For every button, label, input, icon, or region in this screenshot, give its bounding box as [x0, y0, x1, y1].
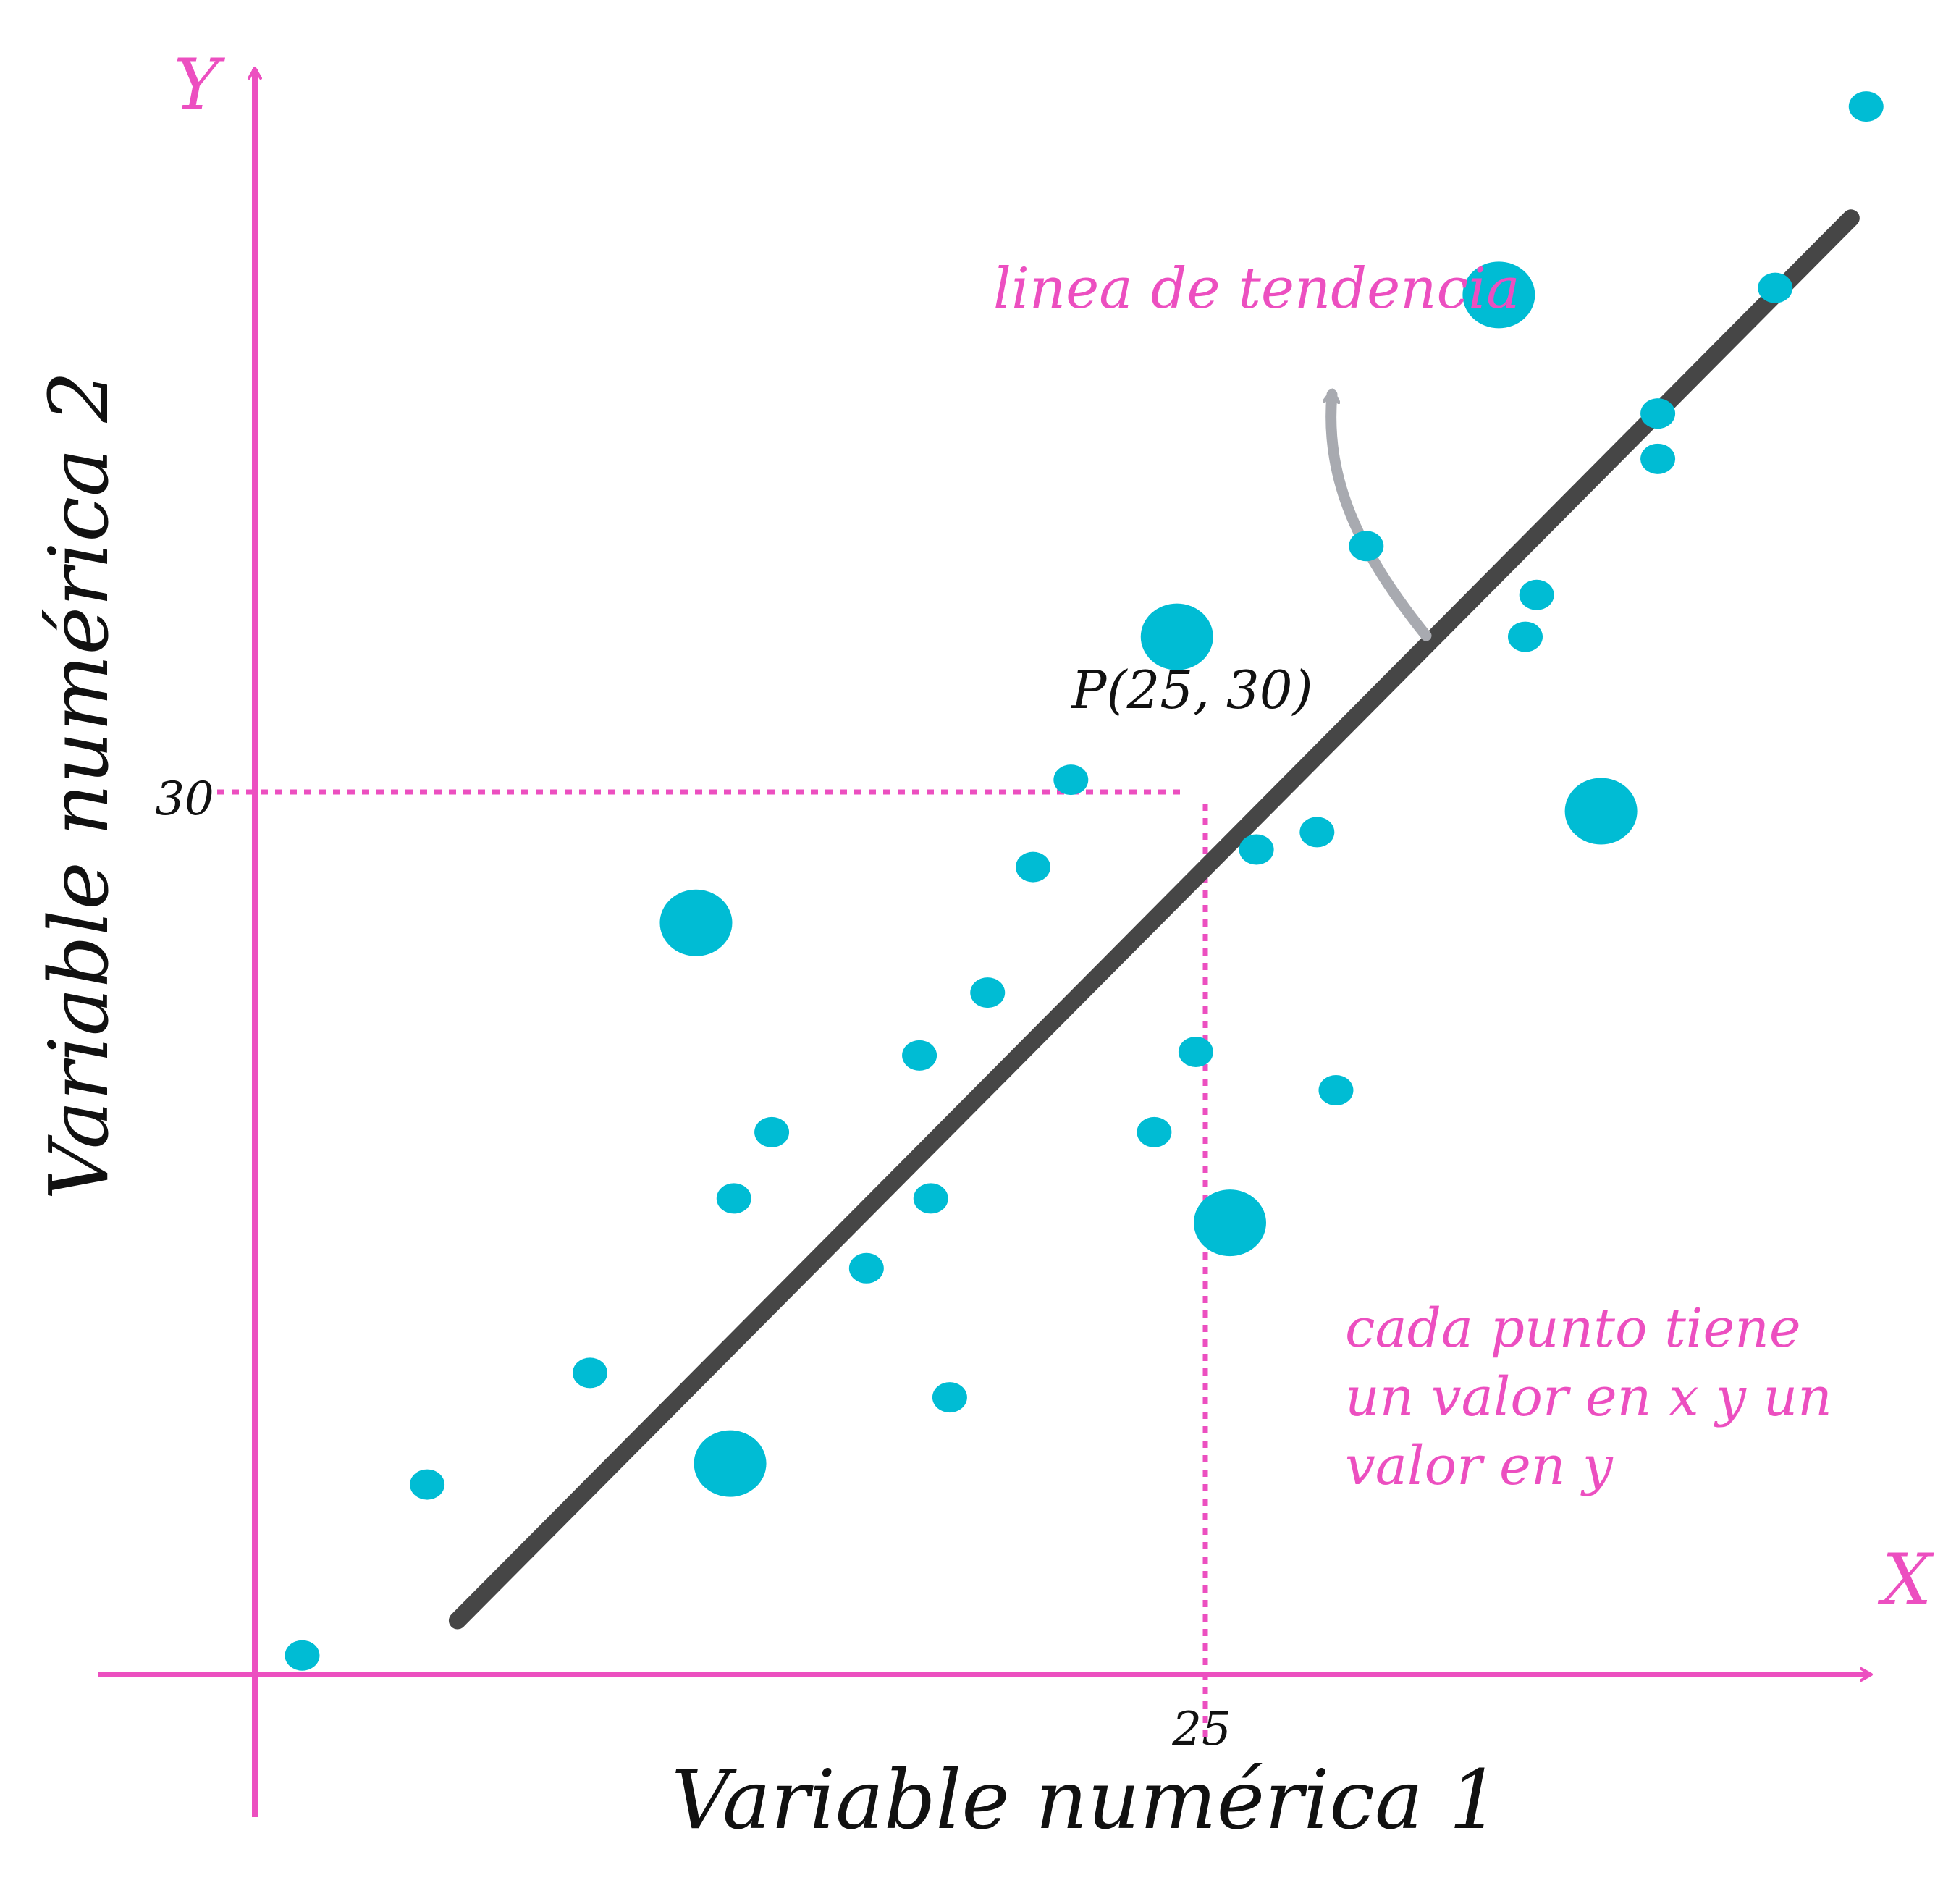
scatter-point: [1508, 621, 1543, 652]
scatter-point: [1140, 603, 1213, 670]
note-line-2: un valor en x y un: [1345, 1366, 1832, 1428]
x-axis-title: Variable numérica 1: [671, 1753, 1500, 1848]
scatter-point: [1349, 531, 1384, 562]
trend-label: linea de tendencia: [993, 256, 1520, 321]
trend-line: [448, 209, 1860, 1630]
scatter-point: [1848, 91, 1884, 122]
y-axis-title: Variable numérica 2: [33, 371, 127, 1200]
scatter-point: [1519, 579, 1554, 610]
scatter-point: [913, 1183, 948, 1214]
scatter-point: [1016, 851, 1050, 883]
scatter-point: [932, 1382, 967, 1413]
scatter-point: [1640, 398, 1676, 429]
scatter-point: [694, 1430, 767, 1497]
scatter-point: [1564, 778, 1638, 845]
scatter-point: [902, 1040, 937, 1071]
scatter-point: [410, 1469, 445, 1500]
points-layer: [285, 91, 1884, 1671]
trend-arrow: [1331, 395, 1432, 641]
scatter-point: [1053, 764, 1089, 796]
scatter-point: [848, 1252, 884, 1284]
scatter-point: [1318, 1075, 1354, 1106]
note-line-1: cada punto tiene: [1345, 1297, 1801, 1360]
scatter-point: [1178, 1037, 1213, 1068]
scatter-point: [1640, 443, 1676, 474]
scatter-point: [659, 889, 733, 956]
note-line-3: valor en y: [1345, 1435, 1614, 1497]
x-axis-letter: X: [1877, 1539, 1934, 1620]
scatter-point: [1462, 261, 1535, 329]
scatter-point: [1299, 817, 1335, 848]
scatter-point: [285, 1640, 320, 1671]
scatter-point: [754, 1116, 790, 1147]
y-tick-label: 30: [155, 772, 214, 826]
scatter-point: [1758, 272, 1793, 303]
scatter-point: [573, 1357, 607, 1389]
point-label: P(25, 30): [1070, 660, 1313, 720]
scatter-point: [716, 1183, 751, 1214]
scatter-point: [1137, 1116, 1172, 1147]
scatter-point: [1194, 1189, 1266, 1257]
scatter-point: [970, 977, 1006, 1008]
x-tick-label: 25: [1171, 1703, 1231, 1756]
scatter-point: [1239, 834, 1274, 865]
y-axis-letter: Y: [174, 44, 226, 125]
